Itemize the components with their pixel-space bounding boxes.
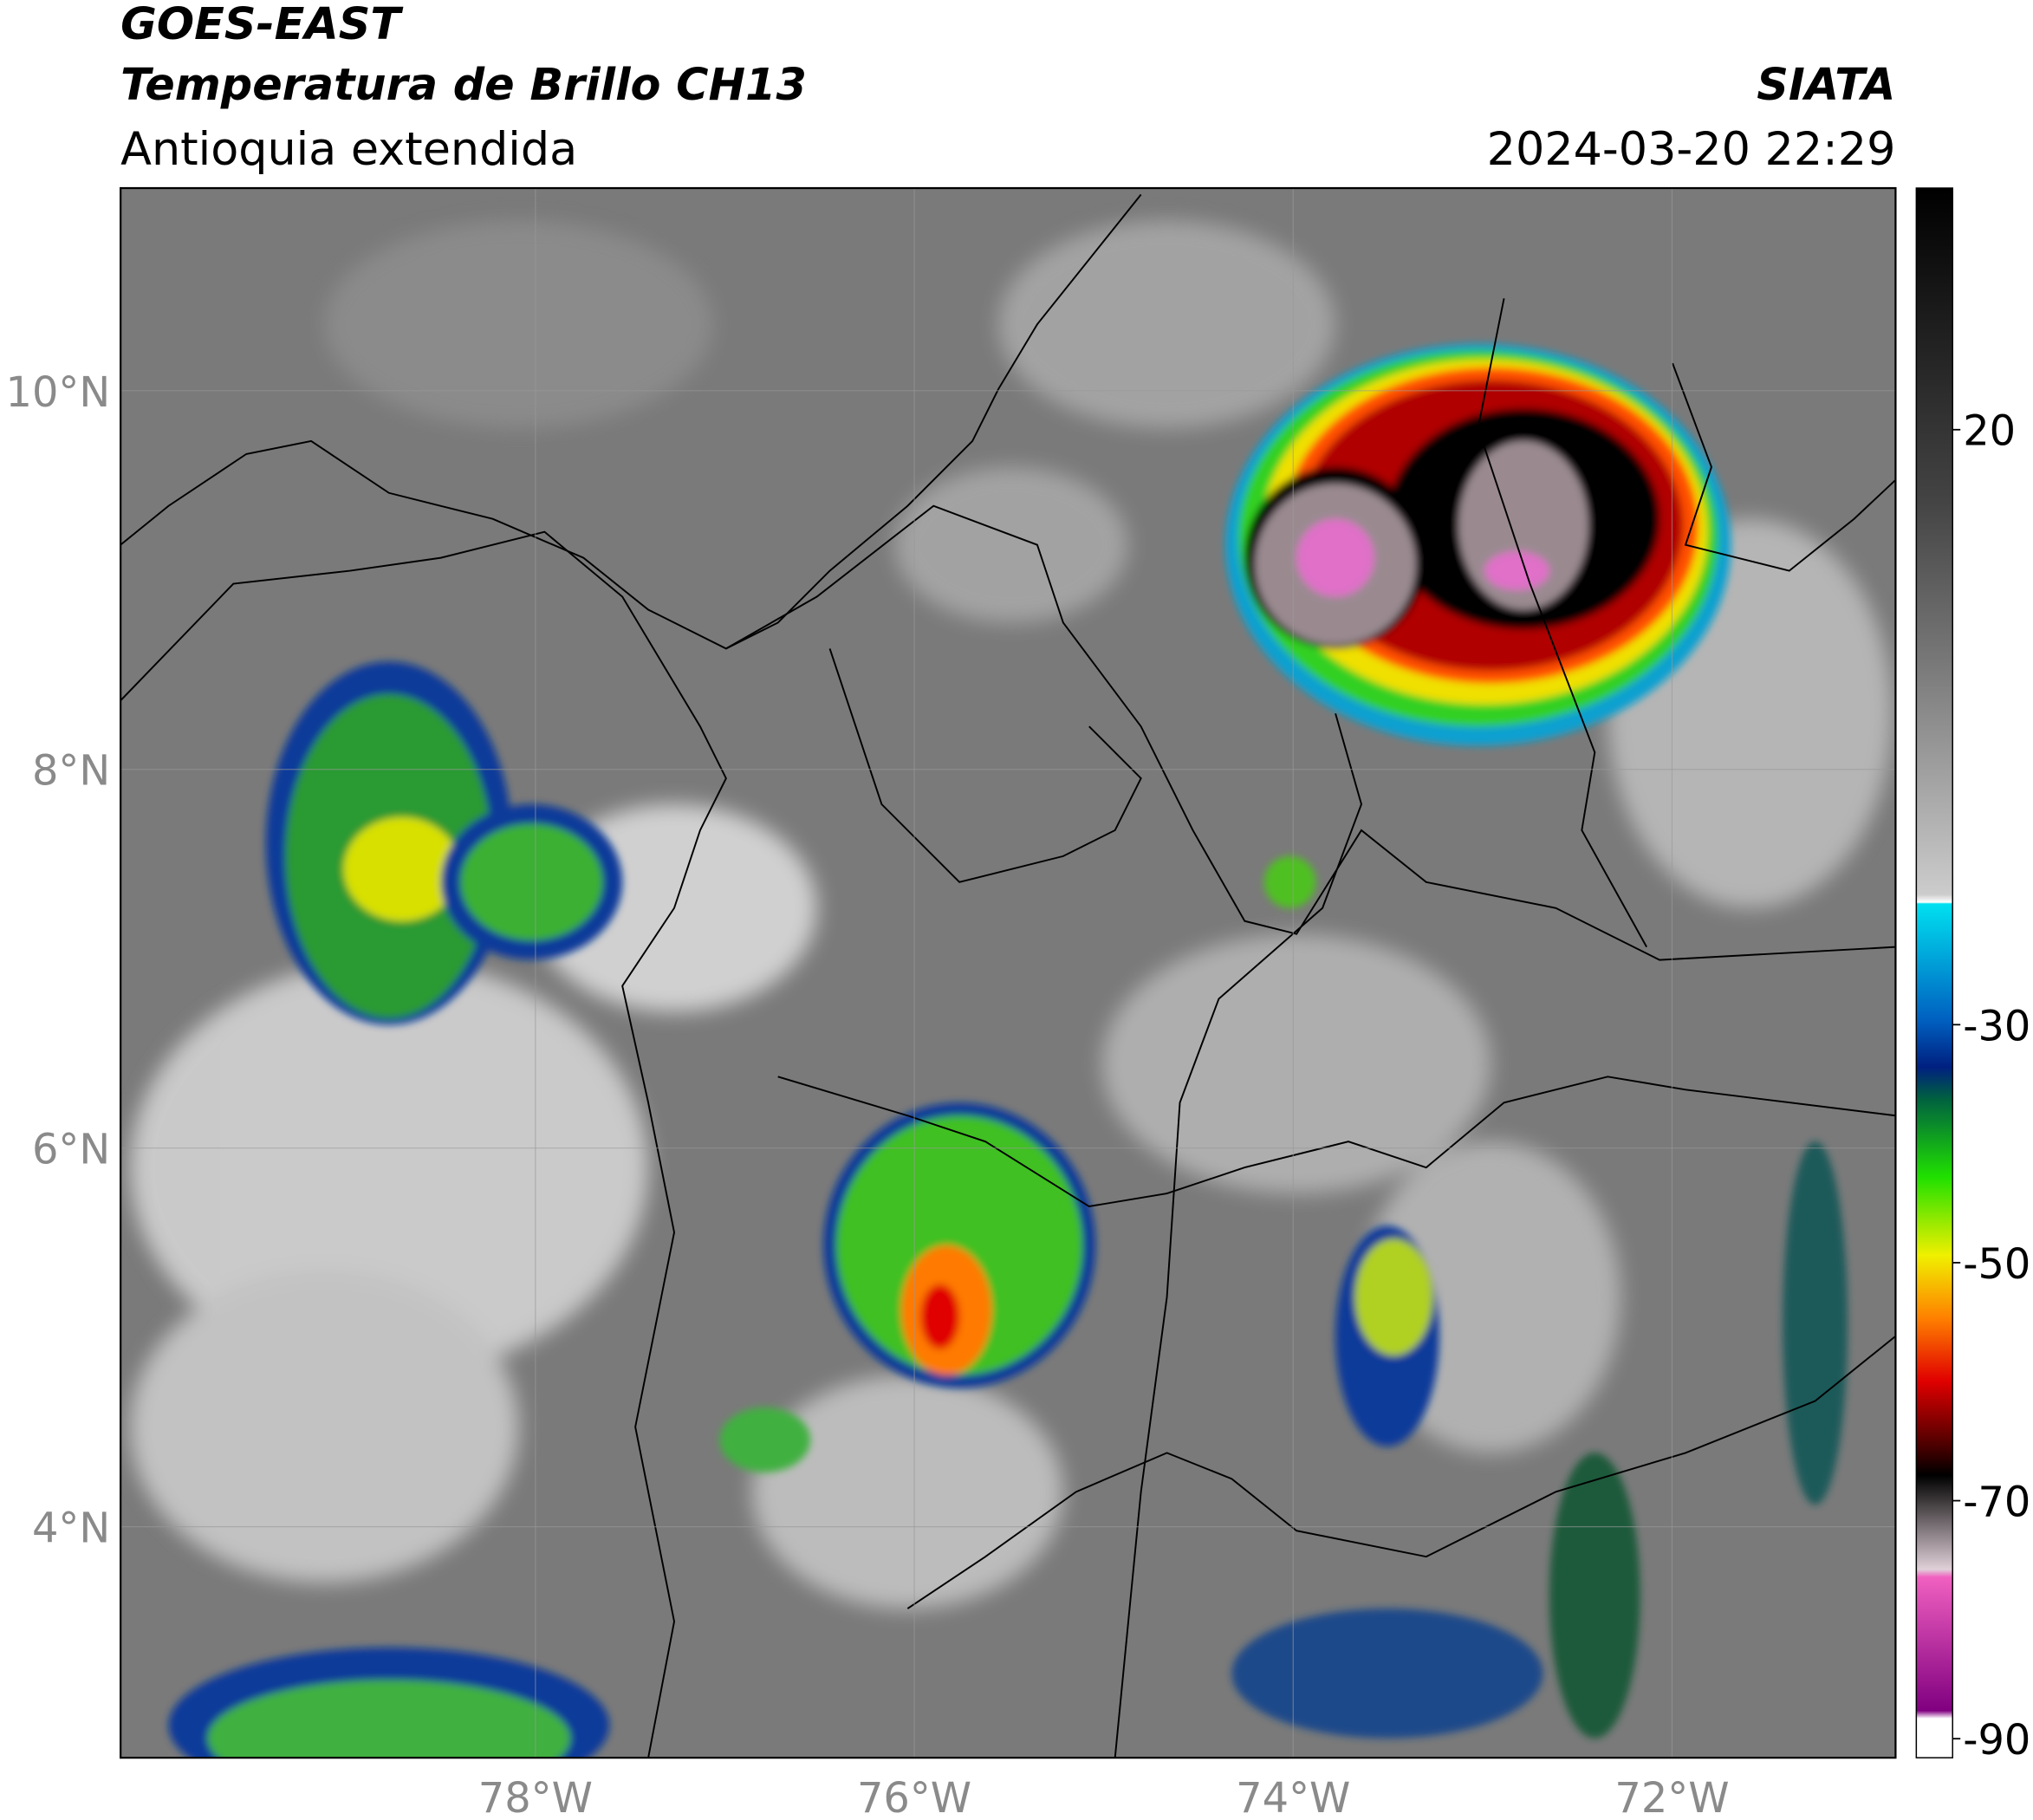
colorbar-tick-label: -70 [1963,1479,2030,1527]
graticule [120,188,1896,1758]
source: SIATA [1757,59,1895,110]
y-tick-label: 4°N [32,1505,110,1553]
y-tick-label: 8°N [32,748,110,796]
x-tick-label: 72°W [1614,1775,1729,1820]
y-tick-label: 6°N [32,1127,110,1174]
y-tick-label: 10°N [6,369,111,417]
title: GOES-EAST [120,0,404,49]
subtitle: Temperatura de Brillo CH13 [120,59,807,110]
colorbar-tick-label: 20 [1963,408,2016,456]
timestamp: 2024-03-20 22:29 [1487,123,1896,176]
map-frame [120,186,1897,1759]
x-tick-label: 74°W [1236,1775,1350,1820]
x-tick-label: 78°W [478,1775,593,1820]
region: Antioquia extendida [120,123,577,176]
colorbar-tick-label: -50 [1963,1241,2030,1289]
satellite-image [120,188,1896,1758]
colorbar-tick-label: -90 [1963,1717,2030,1765]
x-tick-label: 76°W [857,1775,971,1820]
colorbar [1915,187,1953,1758]
colorbar-tick-label: -30 [1963,1003,2030,1050]
